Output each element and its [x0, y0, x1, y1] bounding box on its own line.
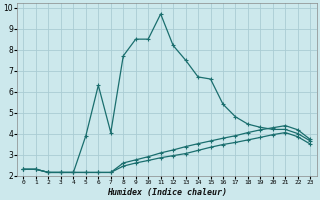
X-axis label: Humidex (Indice chaleur): Humidex (Indice chaleur): [107, 188, 227, 197]
